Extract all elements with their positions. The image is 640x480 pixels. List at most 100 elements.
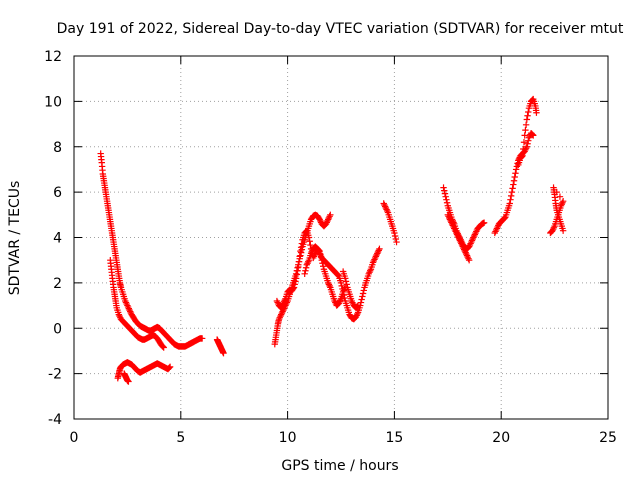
data-point [352,313,360,321]
data-point [342,275,349,282]
data-point [466,241,474,249]
data-point [391,232,399,240]
data-point [472,229,479,237]
data-point [525,108,532,116]
data-point [323,219,330,226]
data-point [458,240,465,247]
data-point [353,312,360,319]
data-point [493,226,500,234]
data-point [296,253,303,260]
data-point [529,96,536,104]
data-point [382,204,390,212]
data-point [440,184,447,191]
series-arc-i [380,200,400,246]
data-point [559,198,567,205]
series-arc-k [444,211,473,264]
data-point [491,229,498,237]
data-point [521,132,528,139]
data-point [446,216,454,223]
data-point [353,303,360,311]
data-point [341,294,348,302]
data-point [448,219,455,226]
data-point [441,187,448,194]
data-point [290,284,298,291]
data-point [301,270,308,277]
x-tick-label: 5 [176,430,185,446]
data-point [366,269,373,276]
data-point [315,247,322,254]
data-point [366,267,374,274]
data-point [374,250,381,257]
data-point [308,248,316,256]
data-point [327,211,334,219]
data-point [464,253,471,261]
data-point [512,170,519,177]
data-point [277,312,284,320]
data-point [317,251,324,259]
series-arc-l [491,129,537,237]
data-point [295,258,303,265]
x-tick-label: 0 [70,430,79,446]
data-point [384,207,391,215]
data-point [522,145,530,152]
series-arc-c2 [120,370,132,385]
data-point [306,238,313,245]
data-point [295,263,302,271]
data-point [524,140,531,147]
grid [74,56,608,419]
data-point [392,235,400,243]
x-tick-label: 10 [279,430,297,446]
data-point [520,139,528,146]
data-point [334,272,342,279]
data-point [165,365,172,372]
data-point [290,285,297,292]
data-point [460,246,468,253]
data-point [348,297,355,305]
data-point [280,298,288,305]
y-axis-label: SDTVAR / TECUs [7,181,23,296]
data-point [456,237,464,244]
data-point [340,291,348,299]
data-point [451,226,459,234]
y-tick-label: 2 [53,276,62,292]
series-arc-e [271,211,334,348]
data-point [373,251,380,259]
series-arc-h [339,268,362,312]
data-point [337,297,344,304]
series-arc-m [515,95,540,169]
data-point [277,304,285,312]
data-point [506,200,513,207]
x-tick-label: 25 [599,430,617,446]
data-point [116,312,123,320]
x-tick-label: 20 [492,430,510,446]
data-point [470,234,477,241]
data-point [372,253,380,260]
data-point [508,188,516,196]
data-point [124,303,132,311]
data-point [530,132,537,139]
data-point [493,225,501,232]
y-tick-label: 0 [53,321,62,337]
series-arc-c [114,359,174,382]
data-point [294,267,301,274]
data-point [509,185,516,192]
data-point [500,215,508,222]
data-point [507,196,514,203]
data-point [455,235,463,243]
data-point [513,163,521,170]
data-point [281,297,288,304]
data-point [519,152,526,160]
data-point [443,196,450,203]
series-arc-f [273,227,349,312]
data-point [391,229,398,237]
data-point [511,173,518,181]
data-point [468,238,475,246]
data-point [324,217,331,225]
data-point [166,363,174,371]
data-point [447,217,454,225]
data-point [337,279,345,287]
data-point [160,344,167,351]
data-point [522,126,529,134]
data-point [320,263,327,270]
